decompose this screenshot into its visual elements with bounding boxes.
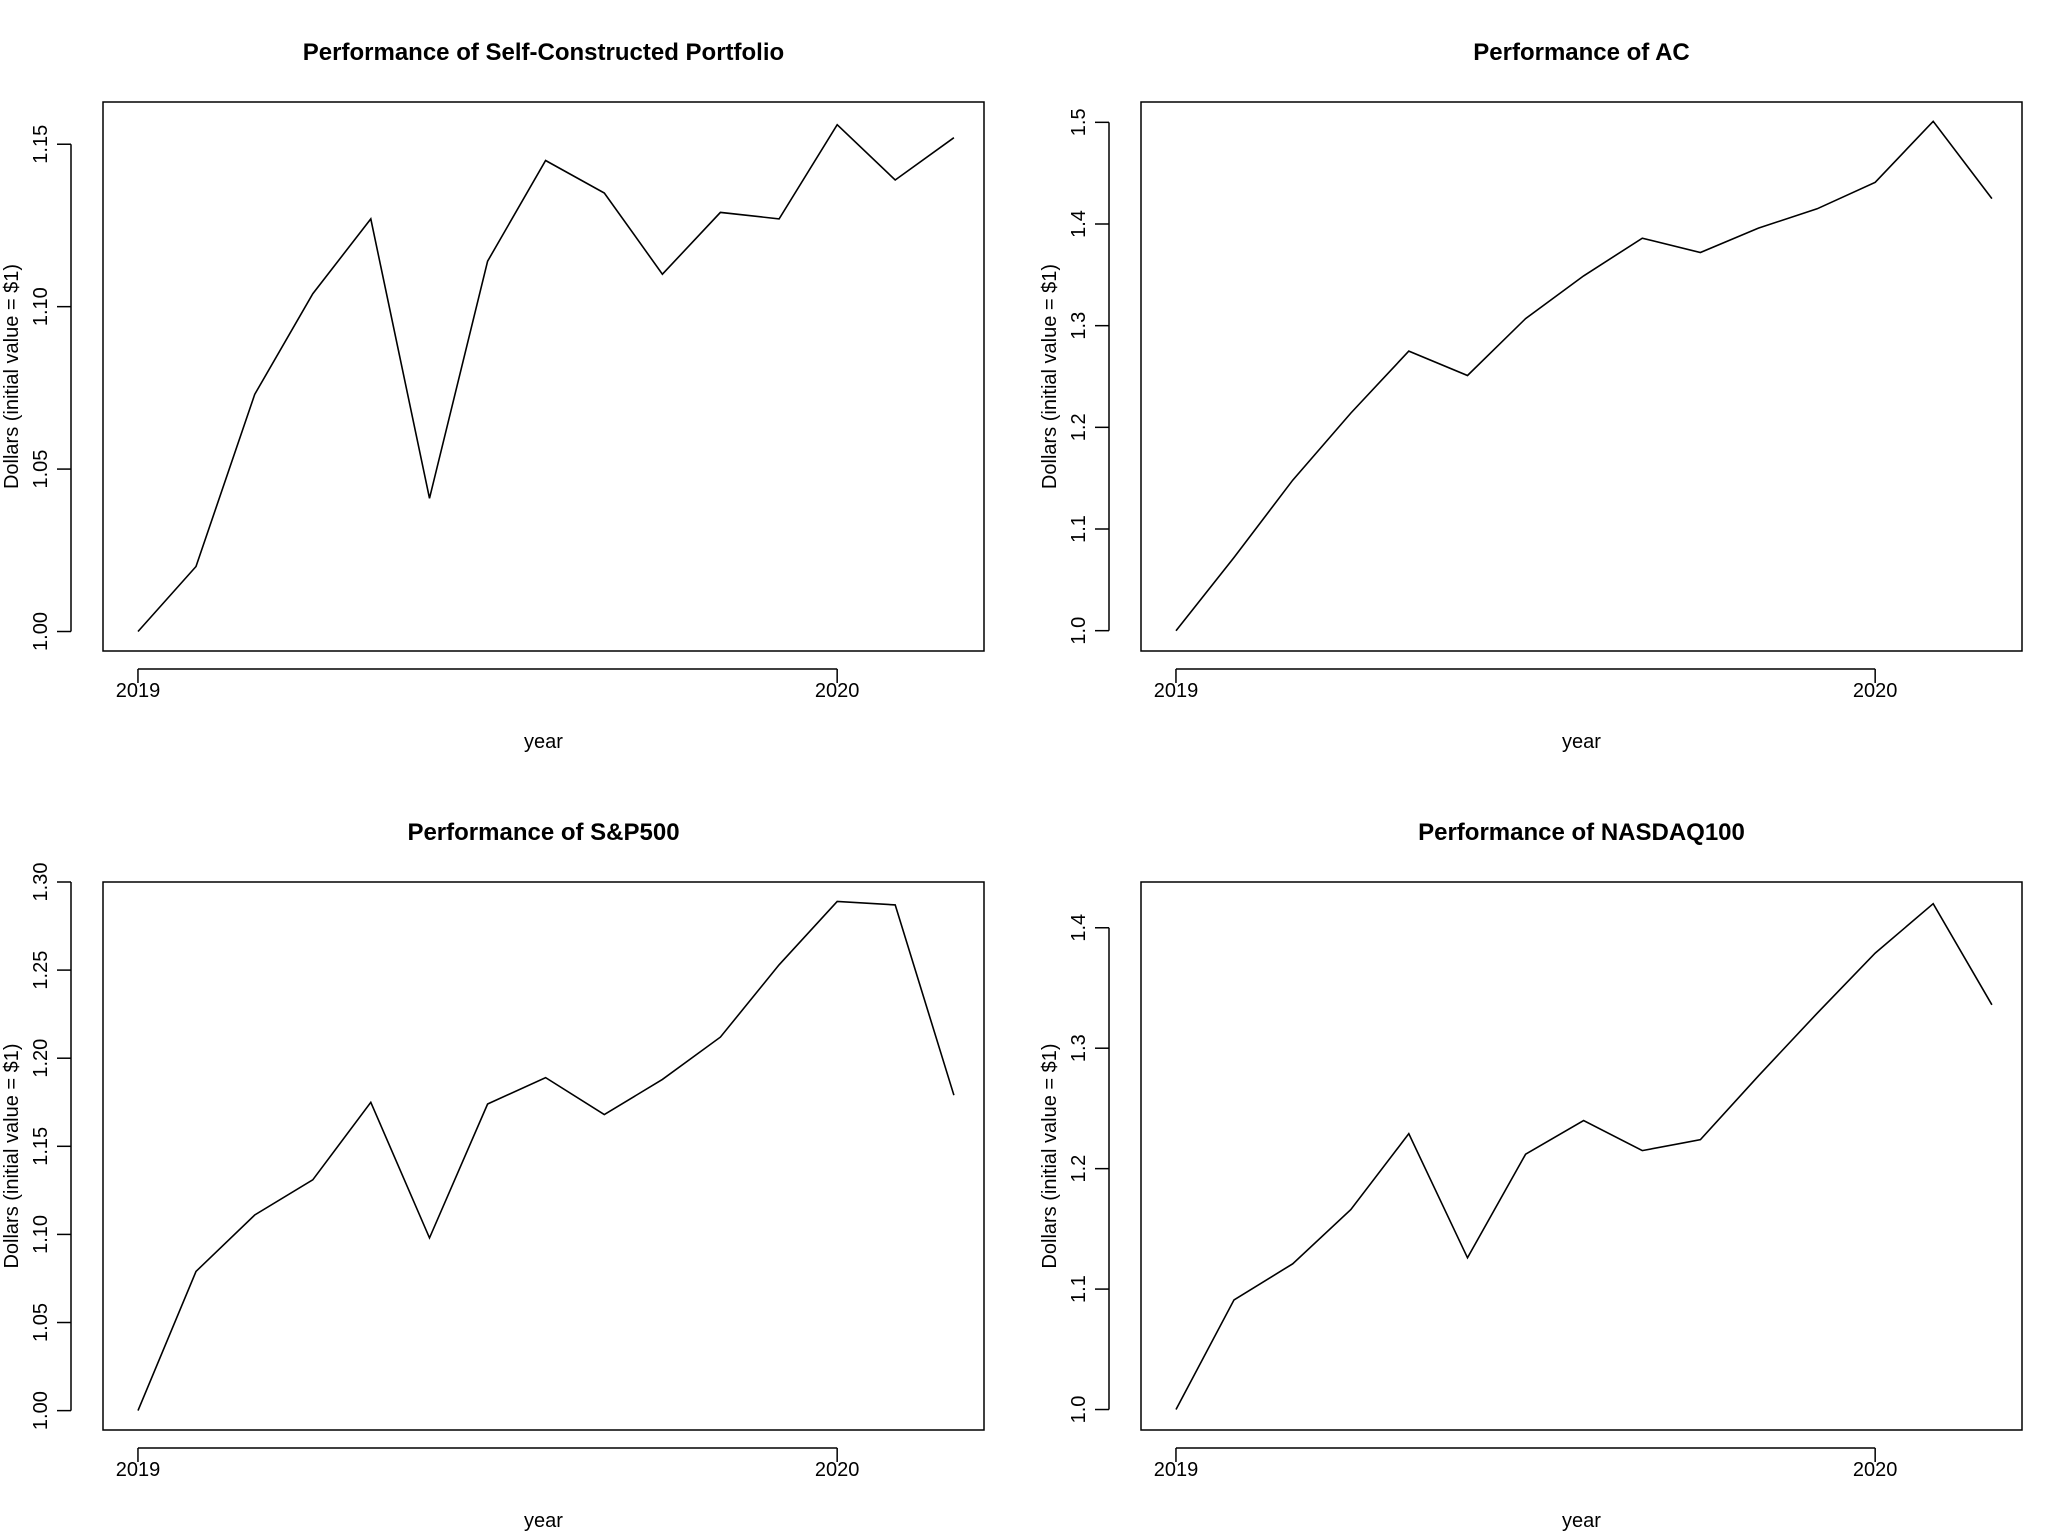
y-tick-label: 1.1 <box>1068 515 1090 543</box>
x-tick-label: 2020 <box>1853 1459 1898 1481</box>
y-tick-label: 1.15 <box>30 125 52 164</box>
y-tick-label: 1.3 <box>1068 312 1090 340</box>
series-line <box>1175 120 1993 632</box>
y-tick-label: 1.4 <box>1068 210 1090 238</box>
y-tick-label: 1.4 <box>1068 914 1090 942</box>
chart-title: Performance of Self-Constructed Portfoli… <box>303 39 784 66</box>
y-axis-label: Dollars (initial value = $1) <box>1039 264 1061 489</box>
y-tick-label: 1.00 <box>30 612 52 651</box>
chart-panel-1: Performance of Self-Constructed Portfoli… <box>1 39 985 753</box>
plot-frame <box>102 101 985 652</box>
chart-title: Performance of NASDAQ100 <box>1418 819 1745 846</box>
y-tick-label: 1.2 <box>1068 1155 1090 1183</box>
y-tick-label: 1.25 <box>30 951 52 990</box>
y-tick-label: 1.0 <box>1068 1396 1090 1424</box>
y-axis-label: Dollars (initial value = $1) <box>1039 1043 1061 1268</box>
series-line <box>1175 902 1993 1410</box>
y-tick-label: 1.20 <box>30 1039 52 1078</box>
y-tick-label: 1.10 <box>30 1215 52 1254</box>
x-axis-label: year <box>1562 1510 1601 1532</box>
y-tick-label: 1.5 <box>1068 108 1090 136</box>
series-line <box>137 900 955 1411</box>
y-tick-label: 1.00 <box>30 1391 52 1430</box>
y-tick-label: 1.05 <box>30 450 52 489</box>
chart-panel-3: Performance of S&P500 1.00 1.05 1.10 1.15 1.2… <box>1 819 985 1532</box>
chart-panel-4: Performance of NASDAQ100 1.0 1.1 1.2 1.3 1.4 2… <box>1039 819 2023 1532</box>
x-tick-label: 2019 <box>116 680 161 702</box>
x-tick-label: 2019 <box>1154 680 1199 702</box>
x-axis-label: year <box>524 1510 563 1532</box>
x-axis-label: year <box>1562 731 1601 753</box>
x-tick-label: 2019 <box>116 1459 161 1481</box>
series-line <box>137 123 955 633</box>
y-axis-label: Dollars (initial value = $1) <box>1 264 23 489</box>
y-tick-label: 1.10 <box>30 287 52 326</box>
y-tick-label: 1.1 <box>1068 1275 1090 1303</box>
x-axis-label: year <box>524 731 563 753</box>
y-tick-label: 1.2 <box>1068 413 1090 441</box>
chart-title: Performance of AC <box>1473 39 1690 66</box>
y-tick-label: 1.3 <box>1068 1034 1090 1062</box>
plot-frame <box>1140 101 2023 652</box>
y-axis-label: Dollars (initial value = $1) <box>1 1043 23 1268</box>
y-tick-label: 1.05 <box>30 1303 52 1342</box>
y-tick-label: 1.30 <box>30 863 52 902</box>
y-tick-label: 1.0 <box>1068 617 1090 645</box>
x-tick-label: 2020 <box>1853 680 1898 702</box>
chart-title: Performance of S&P500 <box>407 819 679 846</box>
chart-panel-2: Performance of AC 1.0 1.1 1.2 1.3 1.4 1.5 2019 2… <box>1039 39 2023 753</box>
plot-frame <box>102 881 985 1431</box>
x-tick-label: 2019 <box>1154 1459 1199 1481</box>
x-tick-label: 2020 <box>815 680 860 702</box>
plot-frame <box>1140 881 2023 1431</box>
x-tick-label: 2020 <box>815 1459 860 1481</box>
y-tick-label: 1.15 <box>30 1127 52 1166</box>
